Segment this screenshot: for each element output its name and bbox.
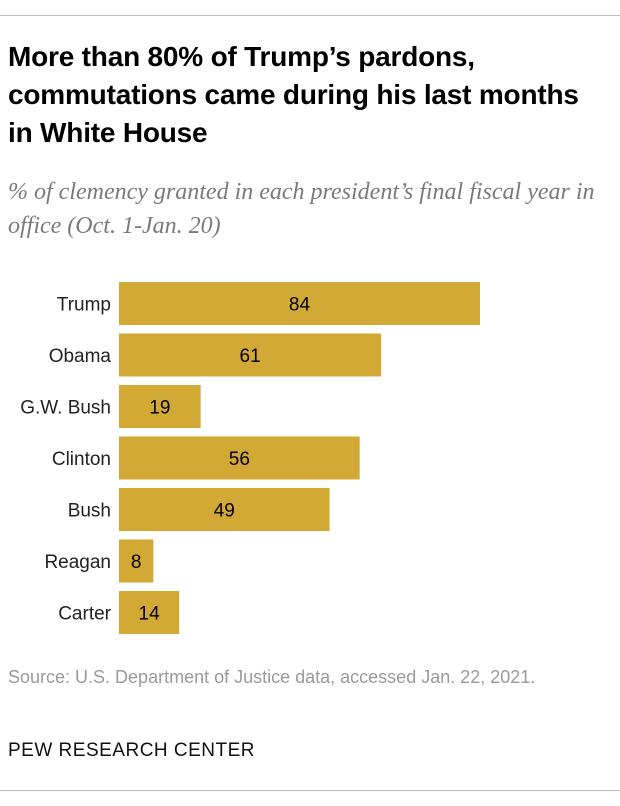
bar-carter <box>119 591 180 634</box>
bottom-rule <box>0 790 620 791</box>
bar-clinton <box>119 436 360 480</box>
bar-g-w-bush <box>119 385 201 428</box>
top-rule <box>0 15 620 16</box>
bar-chart: Trump 84 Obama 61 G.W. Bush 19 Clinton 56 Bush 49… <box>20 282 480 634</box>
category-label-g-w-bush: G.W. Bush <box>20 398 111 419</box>
bar-obama <box>119 333 382 377</box>
category-label-reagan: Reagan <box>44 552 111 573</box>
data-label-clinton: 56 <box>229 449 250 470</box>
chart-subtitle: % of clemency granted in each president’… <box>8 179 595 239</box>
brand-logo-text: PEW RESEARCH CENTER <box>8 740 256 761</box>
data-label-obama: 61 <box>240 346 261 367</box>
category-label-clinton: Clinton <box>52 449 111 470</box>
data-label-reagan: 8 <box>131 552 142 573</box>
data-label-carter: 14 <box>139 604 161 625</box>
bar-bush <box>119 488 330 531</box>
bar-reagan <box>119 539 154 583</box>
source-note: Source: U.S. Department of Justice data,… <box>8 667 536 687</box>
bar-trump <box>119 282 480 325</box>
category-label-trump: Trump <box>57 295 111 316</box>
chart-title: More than 80% of Trump’s pardons, commut… <box>8 41 579 148</box>
category-label-carter: Carter <box>58 604 111 625</box>
data-label-trump: 84 <box>289 295 311 316</box>
data-label-bush: 49 <box>214 501 235 522</box>
data-label-g-w-bush: 19 <box>149 398 170 419</box>
category-label-bush: Bush <box>68 501 111 522</box>
category-label-obama: Obama <box>49 346 112 367</box>
